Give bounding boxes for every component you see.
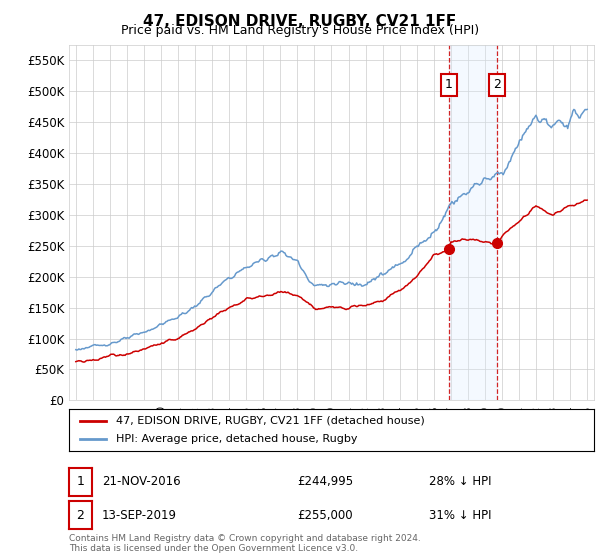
Text: 1: 1 [76,475,85,488]
Text: 2: 2 [76,508,85,522]
Text: 2: 2 [493,78,501,91]
Text: £244,995: £244,995 [297,475,353,488]
Text: 47, EDISON DRIVE, RUGBY, CV21 1FF: 47, EDISON DRIVE, RUGBY, CV21 1FF [143,14,457,29]
Text: Contains HM Land Registry data © Crown copyright and database right 2024.
This d: Contains HM Land Registry data © Crown c… [69,534,421,553]
Text: 1: 1 [445,78,453,91]
Text: Price paid vs. HM Land Registry's House Price Index (HPI): Price paid vs. HM Land Registry's House … [121,24,479,37]
Text: 28% ↓ HPI: 28% ↓ HPI [429,475,491,488]
Text: HPI: Average price, detached house, Rugby: HPI: Average price, detached house, Rugb… [116,434,358,444]
Text: 21-NOV-2016: 21-NOV-2016 [102,475,181,488]
Text: 31% ↓ HPI: 31% ↓ HPI [429,508,491,522]
Text: 47, EDISON DRIVE, RUGBY, CV21 1FF (detached house): 47, EDISON DRIVE, RUGBY, CV21 1FF (detac… [116,416,425,426]
Text: 13-SEP-2019: 13-SEP-2019 [102,508,177,522]
Bar [449,45,497,400]
Text: £255,000: £255,000 [297,508,353,522]
